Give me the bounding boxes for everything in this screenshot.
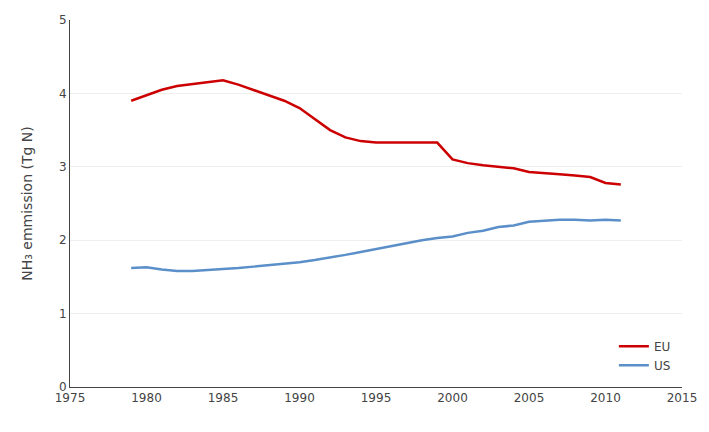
- svg-text:EU: EU: [654, 340, 670, 354]
- svg-text:1980: 1980: [131, 391, 162, 405]
- svg-text:5: 5: [59, 13, 67, 27]
- svg-text:1985: 1985: [208, 391, 239, 405]
- svg-text:2000: 2000: [437, 391, 468, 405]
- svg-text:1990: 1990: [284, 391, 315, 405]
- svg-text:2015: 2015: [667, 391, 698, 405]
- svg-text:US: US: [654, 359, 670, 373]
- svg-text:0: 0: [59, 380, 67, 394]
- svg-text:2: 2: [59, 233, 67, 247]
- svg-text:3: 3: [59, 160, 67, 174]
- svg-text:2010: 2010: [590, 391, 621, 405]
- svg-text:1: 1: [59, 307, 67, 321]
- svg-text:2005: 2005: [514, 391, 545, 405]
- svg-text:NH₃ emmission (Tg N): NH₃ emmission (Tg N): [19, 126, 35, 281]
- svg-text:1995: 1995: [361, 391, 392, 405]
- svg-text:4: 4: [59, 87, 67, 101]
- svg-text:1975: 1975: [55, 391, 86, 405]
